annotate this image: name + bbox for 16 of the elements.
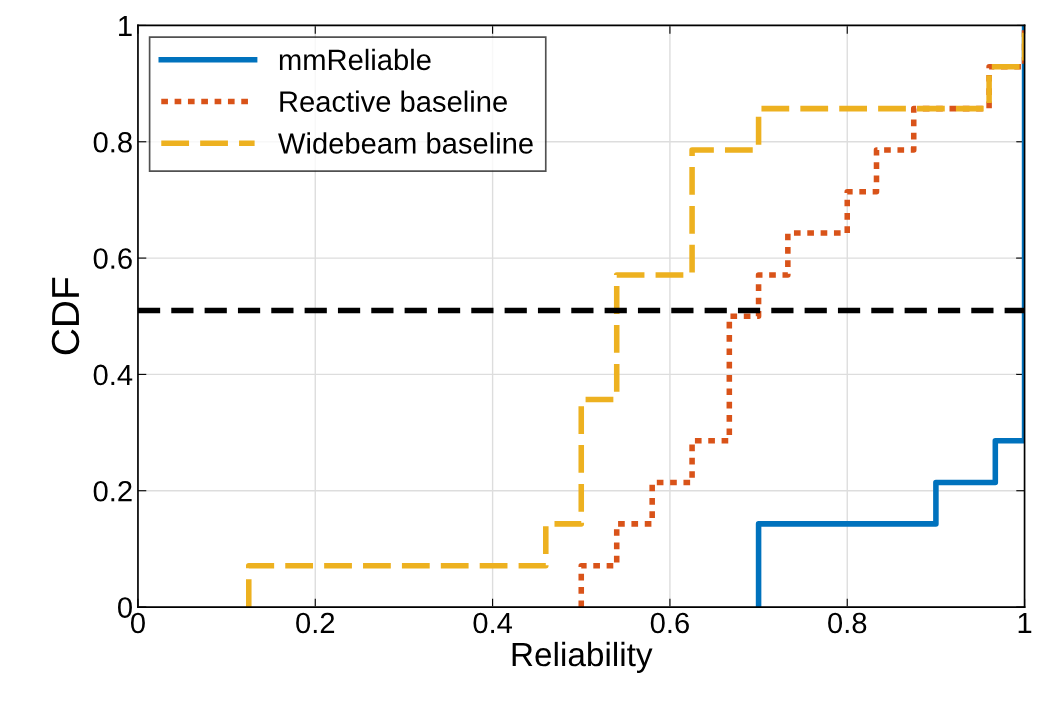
legend-label: Widebeam baseline xyxy=(278,132,533,154)
x-tick-label: 0.6 xyxy=(650,612,689,634)
y-tick-label: 0.4 xyxy=(93,364,133,386)
y-tick-label: 0.2 xyxy=(93,480,132,502)
y-axis-title: CDF xyxy=(51,277,80,355)
x-tick-label: 1 xyxy=(1018,612,1032,634)
y-tick-label: 0.8 xyxy=(93,131,132,153)
x-axis-title: Reliability xyxy=(512,641,653,673)
legend-label: mmReliable xyxy=(279,48,431,71)
y-tick-label: 0 xyxy=(118,597,132,618)
y-tick-label: 0.6 xyxy=(93,248,132,269)
x-tick-label: 0.8 xyxy=(828,612,867,634)
y-tick-label: 1 xyxy=(119,15,132,37)
x-tick-label: 0.2 xyxy=(296,612,335,634)
legend-label: Reactive baseline xyxy=(280,90,507,112)
x-tick-label: 0.4 xyxy=(473,612,513,634)
